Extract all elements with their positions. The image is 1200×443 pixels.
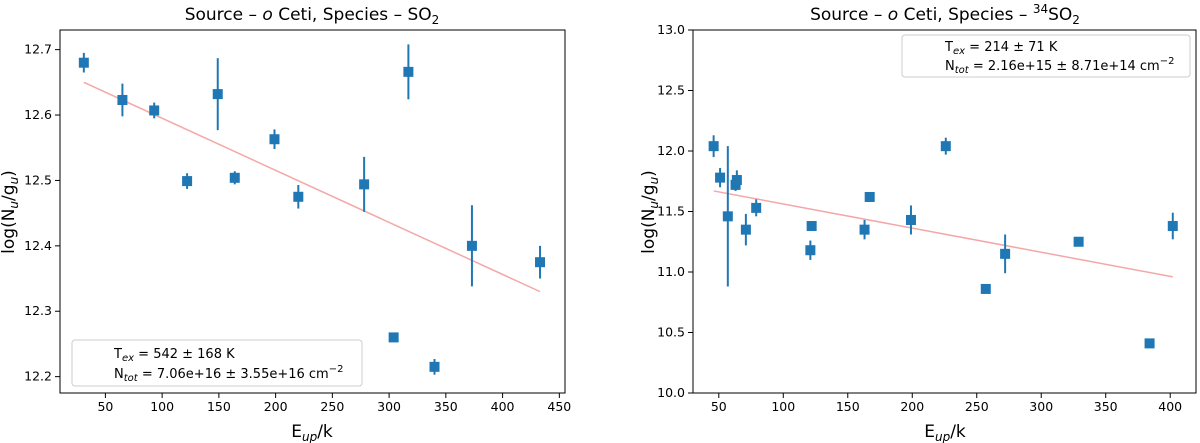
right-legend-ntot: Ntot = 2.16e+15 ± 8.71e+14 cm−2 xyxy=(945,56,1174,76)
right-x-axis-label: Eup/k xyxy=(924,422,966,443)
left-x-tick-label: 300 xyxy=(377,399,401,414)
left-y-tick-label: 12.3 xyxy=(24,303,52,318)
right-plot-area: 50 100 150 200 250 300 350 400 10.0 10.5 11.0 11.5 1… xyxy=(657,22,1182,414)
left-data-point xyxy=(117,94,128,105)
right-legend-box xyxy=(901,34,1191,78)
right-data-point xyxy=(715,172,726,183)
left-axes-frame xyxy=(59,29,566,394)
right-y-tick-label: 10.5 xyxy=(657,325,685,340)
right-x-tick-label: 400 xyxy=(1158,399,1182,414)
left-x-tick-label: 250 xyxy=(320,399,344,414)
right-x-tick-label: 150 xyxy=(836,399,860,414)
right-y-tick-label: 12.5 xyxy=(657,83,685,98)
right-x-tick-label: 100 xyxy=(771,399,795,414)
right-data-point xyxy=(751,202,762,213)
left-data-point xyxy=(229,172,240,183)
right-panel: Source – o Ceti, Species – 34SO2 50 100 15… xyxy=(639,2,1197,443)
left-data-point xyxy=(429,361,440,372)
left-data-point xyxy=(78,57,89,68)
right-y-tick-label: 11.0 xyxy=(657,264,685,279)
right-data-point xyxy=(905,214,916,225)
right-y-tick-label: 11.5 xyxy=(657,204,685,219)
left-x-tick-label: 450 xyxy=(547,399,571,414)
right-x-tick-label: 50 xyxy=(711,399,727,414)
left-legend-ntot: Ntot = 7.06e+16 ± 3.55e+16 cm−2 xyxy=(114,364,343,384)
left-panel: Source – o Ceti, Species – SO2 50 100 150 2… xyxy=(0,5,571,443)
right-data-point xyxy=(708,141,719,152)
right-x-tick-label: 350 xyxy=(1094,399,1118,414)
right-chart-title: Source – o Ceti, Species – 34SO2 xyxy=(810,2,1080,27)
left-data-point xyxy=(466,240,477,251)
right-data-point xyxy=(940,141,951,152)
right-data-point xyxy=(864,191,875,202)
right-data-point xyxy=(980,283,991,294)
left-data-point xyxy=(269,134,280,145)
left-data-point xyxy=(149,105,160,116)
left-y-tick-label: 12.5 xyxy=(24,172,52,187)
left-x-tick-label: 100 xyxy=(150,399,174,414)
right-x-tick-label: 250 xyxy=(965,399,989,414)
left-data-point xyxy=(388,332,399,343)
right-legend-tex: Tex = 214 ± 71 K xyxy=(944,40,1058,57)
left-x-tick-label: 50 xyxy=(97,399,113,414)
left-data-point xyxy=(359,179,370,190)
right-data-point xyxy=(1144,338,1155,349)
left-x-tick-label: 400 xyxy=(491,399,515,414)
left-y-tick-label: 12.7 xyxy=(24,42,52,57)
right-y-tick-label: 13.0 xyxy=(657,22,685,37)
right-y-tick-label: 10.0 xyxy=(657,385,685,400)
left-x-axis-label: Eup/k xyxy=(291,422,333,443)
right-y-tick-label: 12.0 xyxy=(657,143,685,158)
left-y-tick-label: 12.4 xyxy=(24,238,52,253)
right-data-point xyxy=(805,245,816,256)
right-data-point xyxy=(859,224,870,235)
left-data-point xyxy=(293,191,304,202)
left-legend: Tex = 542 ± 168 K Ntot = 7.06e+16 ± 3.55… xyxy=(71,339,363,387)
right-x-tick-label: 200 xyxy=(900,399,924,414)
left-data-point xyxy=(403,66,414,77)
right-data-point xyxy=(1000,248,1011,259)
left-data-point xyxy=(535,257,546,268)
left-legend-tex: Tex = 542 ± 168 K xyxy=(113,347,235,364)
right-legend: Tex = 214 ± 71 K Ntot = 2.16e+15 ± 8.71e… xyxy=(901,34,1191,78)
left-x-tick-label: 200 xyxy=(264,399,288,414)
right-fit-line xyxy=(713,190,1173,278)
left-y-axis-label: log(Nu/gu) xyxy=(0,170,21,254)
left-chart-title: Source – o Ceti, Species – SO2 xyxy=(185,5,440,27)
left-x-tick-label: 150 xyxy=(207,399,231,414)
left-fit-line xyxy=(83,81,541,293)
right-y-axis-label: log(Nu/gu) xyxy=(639,170,661,254)
right-data-point xyxy=(1167,221,1178,232)
right-data-point xyxy=(806,221,817,232)
left-data-point xyxy=(212,89,223,100)
left-data-point xyxy=(182,176,193,187)
right-data-point xyxy=(1073,236,1084,247)
right-axes-frame xyxy=(692,29,1197,394)
left-plot-area: 50 100 150 200 250 300 350 400 450 12.2 12.3 12.4 12… xyxy=(24,42,571,414)
left-legend-box xyxy=(71,339,363,387)
right-x-tick-label: 300 xyxy=(1029,399,1053,414)
left-x-tick-label: 350 xyxy=(434,399,458,414)
left-y-tick-label: 12.6 xyxy=(24,107,52,122)
right-data-point xyxy=(740,224,751,235)
right-data-point xyxy=(731,175,742,186)
right-data-point xyxy=(722,211,733,222)
left-y-tick-label: 12.2 xyxy=(24,369,52,384)
